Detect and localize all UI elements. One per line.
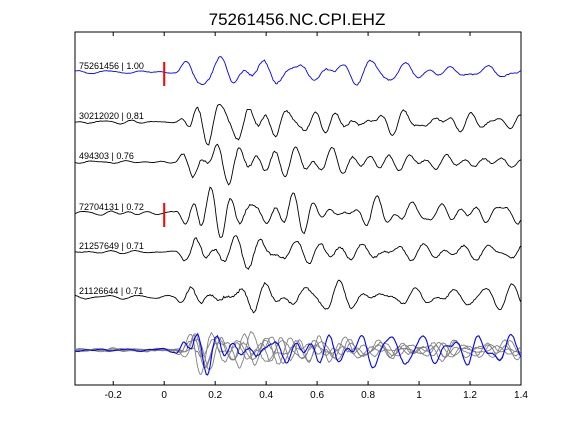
x-tick-label: 0.2: [208, 390, 222, 401]
trace-label: 72704131 | 0.72: [79, 202, 144, 212]
x-tick-label: -0.2: [105, 390, 123, 401]
trace-label-group: 75261456 | 1.00 30212020 | 0.81 494303 | 0…: [79, 61, 144, 296]
x-tick-label: 0.6: [310, 390, 324, 401]
x-tick-label: 0.4: [259, 390, 273, 401]
x-tick-label: 0.8: [361, 390, 375, 401]
trace-label: 21257649 | 0.71: [79, 241, 144, 251]
trace-1: [75, 104, 522, 146]
overlay-trace-0: [74, 332, 522, 376]
x-tick-label: 1: [416, 390, 422, 401]
trace-2: [74, 143, 522, 186]
chart-title: 75261456.NC.CPI.EHZ: [209, 10, 386, 29]
x-tick-label: 0: [161, 390, 167, 401]
overlay-stack: [74, 330, 522, 376]
trace-label: 30212020 | 0.81: [79, 111, 144, 121]
trace-0: [74, 56, 522, 86]
overlay-trace-3: [74, 330, 522, 369]
trace-label: 75261456 | 1.00: [79, 61, 144, 71]
trace-label: 494303 | 0.76: [79, 151, 134, 161]
trace-4: [74, 235, 522, 270]
x-tick-label: 1.4: [514, 390, 528, 401]
trace-5: [74, 279, 522, 314]
x-tick-label: 1.2: [463, 390, 477, 401]
trace-group: [74, 56, 522, 314]
trace-3: [74, 186, 522, 238]
trace-label: 21126644 | 0.71: [79, 286, 143, 296]
x-axis: -0.2 0 0.2 0.4 0.6 0.8 1 1.2 1.4: [105, 32, 528, 401]
